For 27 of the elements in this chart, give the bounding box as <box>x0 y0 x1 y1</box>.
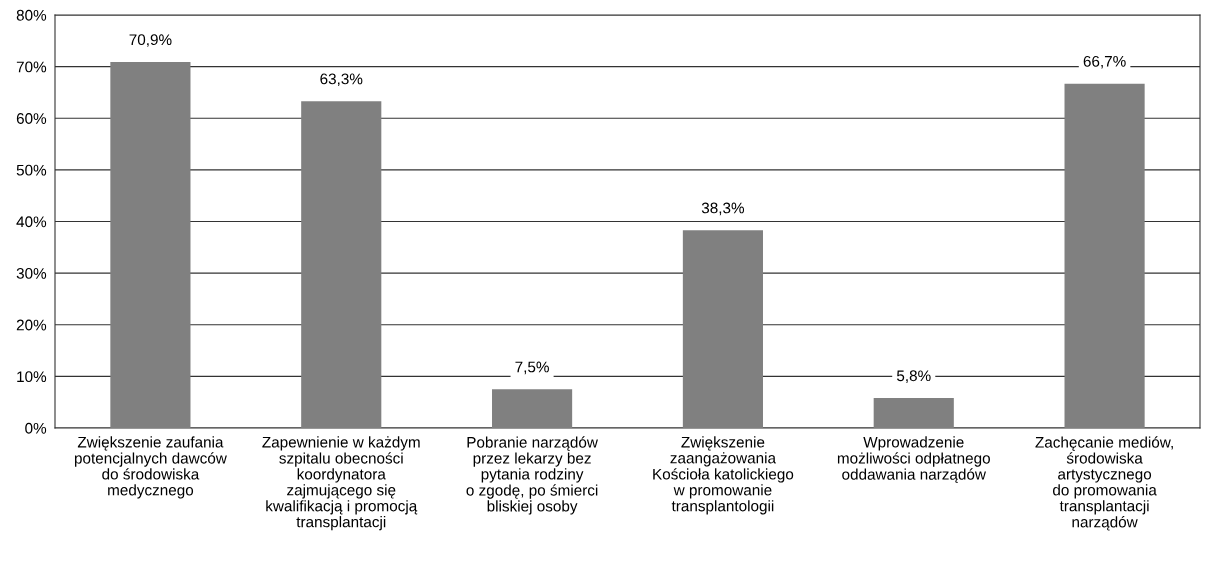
x-tick-label: Zachęcanie mediów, środowiska artystycznego do promowania transplantacji narządów <box>1035 436 1173 531</box>
x-tick-label: Zapewnienie w każdym szpitalu obecności koordynatora zajmującego się kwalifikacją i promocją transplantacji <box>262 436 420 531</box>
y-tick-label: 60% <box>16 113 47 124</box>
data-label: 7,5% <box>515 361 549 375</box>
y-tick-label: 0% <box>25 422 47 434</box>
y-tick-label: 20% <box>16 319 47 331</box>
bar <box>682 230 763 428</box>
x-tick-label: Zwiększenie zaangażowania Kościoła katolickiego w promowanie transplantologii <box>653 436 794 515</box>
data-label: 66,7% <box>1083 55 1126 69</box>
bar <box>873 398 954 428</box>
x-tick-label: Zwiększenie zaufania potencjalnych dawców do środowiska medycznego <box>74 436 227 499</box>
bar <box>110 61 191 428</box>
x-tick-label: Pobranie narządów przez lekarzy bez pytania rodziny o zgodę, po śmierci bliskiej osoby <box>466 436 598 515</box>
data-label: 63,3% <box>320 73 363 87</box>
data-label: 38,3% <box>701 202 745 216</box>
y-tick-label: 80% <box>16 9 47 21</box>
bar <box>301 101 382 428</box>
bar <box>492 389 573 428</box>
y-tick-label: 10% <box>17 371 47 383</box>
y-tick-label: 70% <box>16 61 47 73</box>
y-tick-label: 30% <box>16 267 47 279</box>
data-label: 5,8% <box>896 370 931 383</box>
y-tick-label: 50% <box>16 164 47 176</box>
bar <box>1064 83 1145 428</box>
y-tick-label: 40% <box>16 216 47 228</box>
x-tick-label: Wprowadzenie możliwości odpłatnego oddawania narządów <box>837 436 990 483</box>
data-label: 70,9% <box>129 34 172 47</box>
